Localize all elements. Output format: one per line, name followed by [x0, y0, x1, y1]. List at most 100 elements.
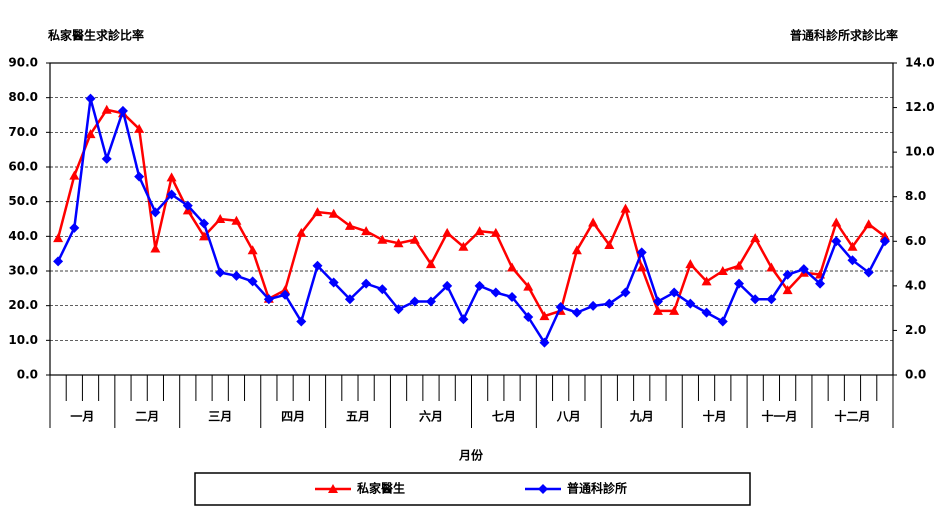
month-label: 十月: [703, 409, 727, 424]
y2-tick-label: 10.0: [905, 145, 935, 159]
month-label: 七月: [492, 410, 516, 424]
data-point: [685, 259, 696, 269]
y2-tick-label: 2.0: [905, 323, 926, 337]
y2-tick-label: 0.0: [905, 368, 926, 382]
x-axis-title: 月份: [458, 448, 484, 463]
data-point: [652, 296, 663, 307]
month-label: 六月: [419, 409, 443, 424]
data-point: [701, 276, 712, 286]
data-point: [750, 233, 761, 243]
series-line: [56, 98, 887, 346]
data-point: [134, 123, 145, 133]
legend-box: [194, 472, 751, 506]
month-label: 十二月: [834, 409, 870, 424]
data-point: [879, 236, 890, 247]
data-point: [280, 289, 291, 300]
data-point: [409, 296, 420, 307]
data-point: [101, 104, 112, 114]
data-point: [847, 241, 858, 251]
data-point: [507, 262, 518, 272]
data-point: [782, 285, 793, 295]
data-point: [523, 312, 534, 323]
data-point: [199, 231, 210, 241]
data-point: [555, 302, 566, 313]
data-point: [717, 266, 728, 275]
data-point: [523, 281, 534, 291]
data-point: [636, 262, 647, 272]
data-point: [604, 298, 615, 309]
data-point: [604, 240, 615, 249]
data-point: [458, 314, 469, 325]
data-point: [166, 189, 177, 200]
data-point: [669, 287, 680, 298]
data-point: [182, 200, 193, 211]
data-point: [377, 284, 388, 295]
data-point: [344, 294, 355, 305]
data-point: [53, 256, 64, 267]
month-label: 八月: [556, 410, 581, 424]
month-label: 五月: [346, 410, 370, 424]
data-point: [69, 222, 80, 233]
data-point: [620, 203, 631, 213]
data-point: [669, 305, 680, 315]
data-point: [782, 269, 793, 280]
plot-border: [49, 62, 894, 376]
legend-label: 普通科診所: [567, 481, 627, 496]
data-point: [134, 171, 145, 182]
data-point: [312, 207, 323, 217]
data-point: [474, 280, 485, 291]
data-point: [85, 129, 96, 139]
data-point: [490, 227, 501, 237]
legend-marker: [328, 484, 338, 493]
data-point: [425, 296, 436, 307]
data-point: [571, 245, 582, 255]
data-point: [344, 220, 355, 230]
data-point: [442, 280, 453, 291]
data-point: [588, 217, 599, 227]
data-point: [361, 278, 372, 289]
data-point: [377, 234, 388, 244]
y-tick-label: 30.0: [8, 264, 38, 278]
data-point: [361, 226, 372, 236]
legend-marker: [538, 484, 548, 494]
y2-tick-label: 6.0: [905, 234, 926, 248]
data-point: [766, 294, 777, 305]
data-point: [328, 208, 339, 218]
data-point: [717, 316, 728, 327]
data-point: [442, 227, 453, 237]
data-point: [539, 311, 550, 321]
y2-tick-label: 4.0: [905, 278, 926, 292]
data-point: [847, 255, 858, 266]
month-label: 四月: [281, 410, 305, 424]
data-point: [296, 316, 307, 327]
y-tick-label: 90.0: [8, 56, 38, 70]
data-point: [879, 231, 890, 241]
y2-tick-label: 14.0: [905, 56, 935, 70]
y-tick-label: 10.0: [8, 333, 38, 347]
data-point: [263, 294, 274, 305]
y2-tick-label: 8.0: [905, 189, 926, 203]
month-label: 一月: [70, 410, 94, 424]
data-point: [815, 278, 826, 289]
month-label: 十一月: [762, 409, 798, 424]
series-line: [56, 108, 886, 318]
data-point: [733, 260, 744, 270]
data-point: [588, 300, 599, 311]
data-point: [571, 307, 582, 318]
data-point: [231, 215, 242, 225]
y-tick-label: 0.0: [17, 368, 38, 382]
data-point: [863, 219, 874, 229]
data-point: [539, 337, 550, 348]
y-tick-label: 40.0: [8, 229, 38, 243]
month-label: 三月: [208, 410, 232, 424]
data-point: [798, 264, 809, 275]
data-point: [507, 292, 518, 302]
data-point: [231, 270, 242, 281]
data-point: [166, 172, 177, 182]
data-point: [85, 93, 96, 104]
data-point: [458, 241, 469, 251]
data-point: [425, 259, 436, 269]
y-tick-label: 50.0: [8, 194, 38, 208]
data-point: [296, 227, 307, 237]
data-point: [215, 214, 226, 223]
